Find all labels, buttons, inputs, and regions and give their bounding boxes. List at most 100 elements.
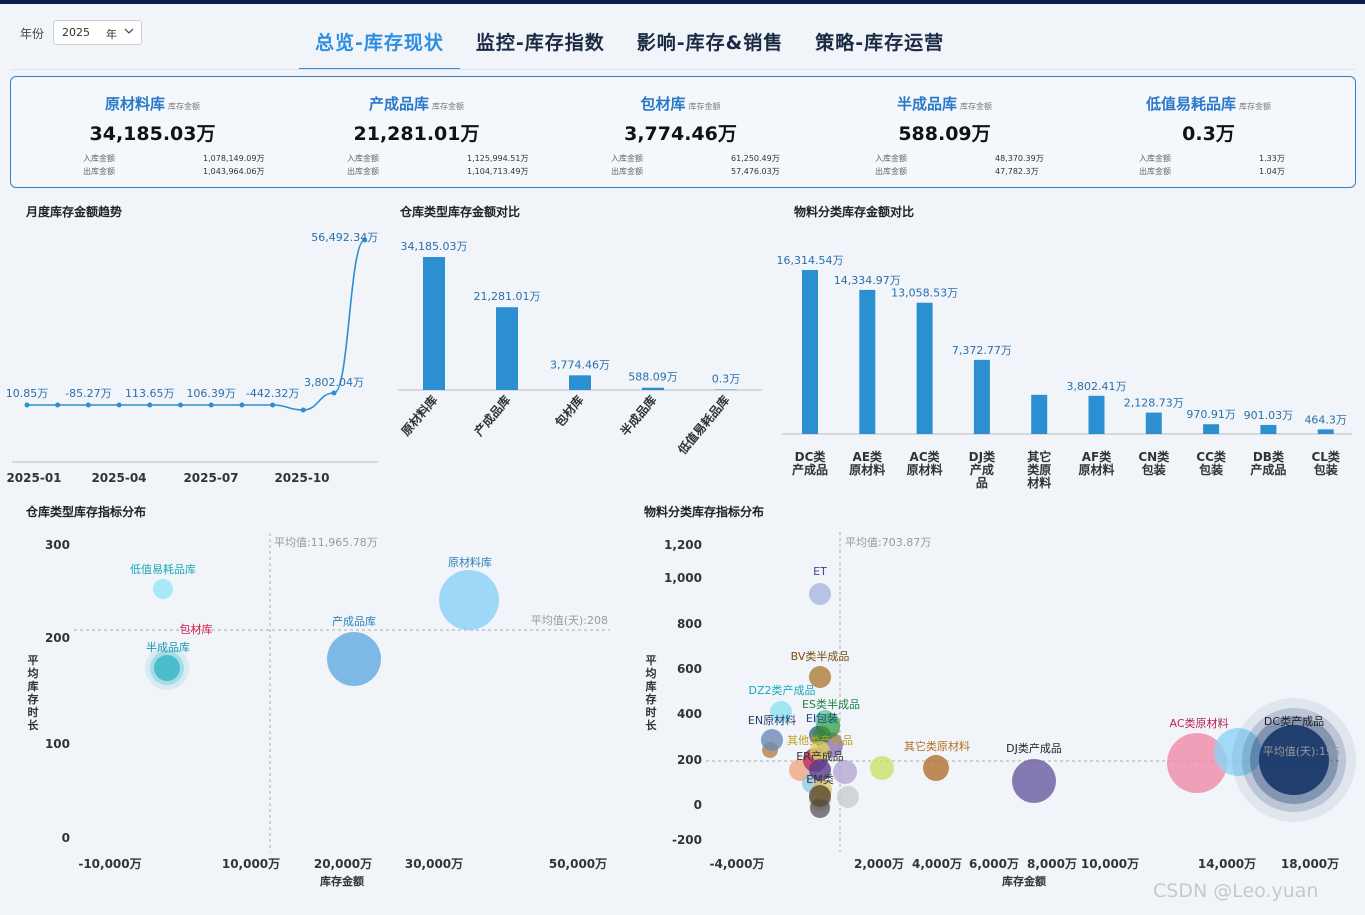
monthly-x-tick: 2025-04	[91, 471, 146, 485]
warehouse-bar-0	[423, 257, 445, 390]
material-x-tick: 产成	[970, 462, 994, 477]
wh-scatter-x-tick: 20,000万	[314, 857, 372, 871]
kpi-sub: 库存金额	[168, 102, 200, 111]
warehouse-bar-3	[642, 387, 664, 390]
mat-scatter-point-label: EI包装	[806, 712, 838, 725]
mat-scatter-y-tick: 0	[694, 798, 702, 812]
wh-scatter-avg-y-label: 平均值(天):208	[531, 614, 608, 627]
kpi-sub: 库存金额	[432, 102, 464, 111]
mat-scatter-point	[809, 759, 831, 781]
monthly-x-tick: 2025-07	[183, 471, 238, 485]
mat-scatter-x-tick: 2,000万	[854, 857, 904, 871]
monthly-point-2025-04	[116, 402, 122, 408]
kpi-out-value: 57,476.03万	[731, 167, 780, 176]
wh-scatter-y-label: 均	[28, 666, 39, 680]
mat-scatter-y-label: 平	[646, 654, 657, 667]
kpi-name: 原材料库	[104, 95, 165, 113]
kpi-in-label: 入库金额	[611, 154, 643, 163]
year-label: 年份	[20, 27, 45, 41]
mat-scatter-point	[770, 701, 792, 723]
mat-scatter-x-tick: 6,000万	[969, 857, 1019, 871]
warehouse-bar-1	[496, 307, 518, 390]
monthly-point-2025-12	[362, 237, 368, 243]
material-bar-5	[1088, 395, 1105, 434]
warehouse-bar-2	[569, 375, 591, 390]
material-x-tick: 原材料	[849, 462, 885, 477]
monthly-data-label: 3,802.04万	[304, 376, 364, 389]
mat-scatter-y-tick: 600	[677, 662, 702, 676]
mat-scatter-x-tick: -4,000万	[710, 857, 765, 871]
mat-scatter-point-label: DC类产成品	[1264, 714, 1324, 728]
material-bar-label: 14,334.97万	[834, 274, 901, 287]
watermark: CSDN @Leo.yuan	[1153, 880, 1319, 902]
warehouse-bar-4	[715, 389, 737, 390]
warehouse-bar-label: 588.09万	[628, 371, 678, 384]
mat-scatter-point	[833, 760, 857, 784]
material-bar-0	[802, 270, 818, 434]
material-x-tick: 材料	[1026, 475, 1051, 490]
material-x-tick: AC类	[910, 449, 941, 464]
warehouse-x-tick: 产成品库	[471, 392, 513, 438]
wh-scatter-x-label: 库存金额	[320, 874, 364, 888]
mat-scatter-x-tick: 4,000万	[912, 857, 962, 871]
year-select[interactable]: 2025 年	[53, 20, 142, 45]
mat-scatter-point	[870, 756, 894, 780]
material-bar-label: 13,058.53万	[891, 287, 958, 300]
top-accent-bar	[0, 0, 1365, 4]
kpi-finished-goods: 产成品库 库存金额 21,281.01万 入库金额 1,125,994.51万 出库…	[285, 77, 548, 187]
wh-scatter-y-label: 平	[28, 654, 39, 667]
material-bar-6	[1145, 412, 1162, 434]
material-x-tick: 产成品	[792, 462, 828, 477]
material-x-tick: DJ类	[969, 449, 996, 464]
tab-monitor[interactable]: 监控-库存指数	[475, 32, 605, 54]
mat-scatter-x-tick: 14,000万	[1198, 857, 1256, 871]
mat-scatter-point	[809, 785, 831, 807]
wh-scatter-y-label: 存	[28, 692, 39, 706]
wh-scatter-point-label: 产成品库	[332, 614, 376, 628]
material-x-tick: 其它	[1027, 449, 1051, 464]
mat-scatter-y-label: 长	[646, 718, 658, 732]
kpi-packaging: 包材库 库存金额 3,774.46万 入库金额 61,250.49万 出库金额 57,…	[549, 77, 812, 187]
material-x-tick: 包装	[1313, 462, 1338, 477]
kpi-consumables: 低值易耗品库 库存金额 0.3万 入库金额 1.33万 出库金额 1.04万	[1077, 77, 1340, 187]
kpi-name: 包材库	[640, 95, 686, 113]
material-x-tick: 原材料	[1078, 462, 1114, 477]
kpi-in-label: 入库金额	[347, 154, 379, 163]
mat-scatter-point-label: EM类	[806, 772, 833, 786]
material-x-tick: CC类	[1196, 449, 1227, 464]
mat-scatter-point-label: EN原材料	[748, 713, 796, 727]
kpi-out-value: 1,104,713.49万	[467, 167, 529, 176]
material-bar-label: 3,802.41万	[1067, 380, 1127, 393]
monthly-data-label: 10.85万	[6, 387, 49, 400]
monthly-point-2025-08	[239, 402, 245, 408]
mat-scatter-y-tick: 1,200	[664, 538, 702, 552]
mat-scatter-y-tick: 400	[677, 707, 702, 721]
warehouse-x-tick: 低值易耗品库	[674, 392, 732, 458]
mat-scatter-x-tick: 18,000万	[1281, 857, 1339, 871]
material-scatter-title: 物料分类库存指标分布	[644, 505, 765, 519]
mat-scatter-avg-x-label: 平均值:703.87万	[845, 536, 931, 549]
wh-scatter-y-tick: 100	[45, 737, 70, 751]
kpi-sub: 库存金额	[1239, 102, 1271, 111]
wh-scatter-point	[153, 579, 173, 599]
tab-strategy[interactable]: 策略-库存运营	[815, 32, 945, 54]
monthly-point-2025-09	[270, 402, 276, 408]
main-tabs: 总览-库存现状 监控-库存指数 影响-库存&销售 策略-库存运营	[299, 26, 960, 70]
kpi-out-label: 出库金额	[347, 167, 379, 176]
monthly-point-2025-05	[147, 402, 153, 408]
monthly-point-2025-07	[208, 402, 214, 408]
warehouse-scatter-title: 仓库类型库存指标分布	[26, 505, 147, 519]
kpi-in-value: 1,125,994.51万	[467, 154, 529, 163]
kpi-in-value: 1,078,149.09万	[203, 154, 265, 163]
tab-impact[interactable]: 影响-库存&销售	[636, 32, 784, 54]
monthly-data-label: -442.32万	[246, 387, 299, 400]
warehouse-x-tick: 原材料库	[398, 392, 440, 438]
material-bar-2	[916, 302, 933, 434]
mat-scatter-point	[1259, 725, 1329, 795]
kpi-in-value: 1.33万	[1259, 154, 1285, 163]
wh-scatter-y-tick: 200	[45, 631, 70, 645]
material-bar-3	[973, 359, 990, 434]
material-bar-title: 物料分类库存金额对比	[794, 205, 915, 219]
wh-scatter-x-tick: 30,000万	[405, 857, 463, 871]
kpi-in-label: 入库金额	[1139, 154, 1171, 163]
